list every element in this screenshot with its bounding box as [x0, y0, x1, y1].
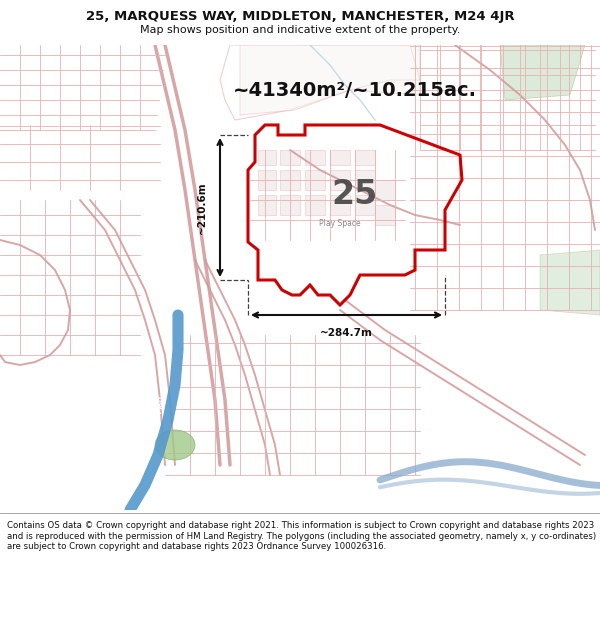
Bar [305, 150, 325, 165]
Text: 25: 25 [332, 179, 378, 211]
Bar [375, 180, 395, 200]
Bar [355, 150, 375, 165]
Bar [355, 195, 375, 215]
Text: ~284.7m: ~284.7m [320, 328, 373, 338]
Ellipse shape [155, 430, 195, 460]
Bar [258, 150, 276, 165]
Bar [258, 195, 276, 215]
Bar [330, 170, 350, 190]
Bar [305, 195, 325, 215]
Bar [280, 195, 300, 215]
Text: Map shows position and indicative extent of the property.: Map shows position and indicative extent… [140, 25, 460, 35]
Bar [375, 205, 395, 225]
Text: ~210.6m: ~210.6m [197, 181, 207, 234]
Bar [305, 170, 325, 190]
Polygon shape [500, 45, 585, 100]
Polygon shape [240, 45, 420, 115]
Bar [258, 170, 276, 190]
Text: 25, MARQUESS WAY, MIDDLETON, MANCHESTER, M24 4JR: 25, MARQUESS WAY, MIDDLETON, MANCHESTER,… [86, 10, 514, 23]
Polygon shape [540, 250, 600, 315]
Bar [330, 150, 350, 165]
Text: ~41340m²/~10.215ac.: ~41340m²/~10.215ac. [233, 81, 477, 99]
Bar [280, 170, 300, 190]
Bar [330, 195, 350, 215]
Text: Play Space: Play Space [319, 219, 361, 228]
Text: Contains OS data © Crown copyright and database right 2021. This information is : Contains OS data © Crown copyright and d… [7, 521, 596, 551]
Bar [280, 150, 300, 165]
Bar [355, 170, 375, 190]
Text: M60: M60 [154, 395, 166, 415]
